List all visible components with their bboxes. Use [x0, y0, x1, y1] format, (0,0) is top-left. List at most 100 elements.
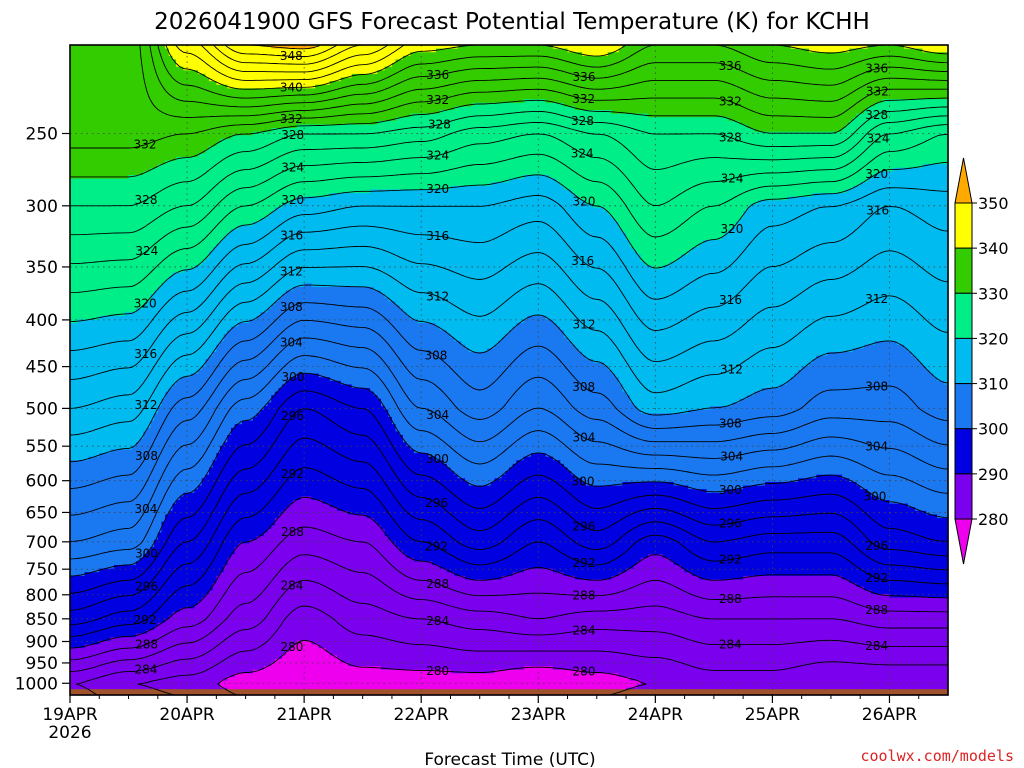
filled-band-cell — [216, 456, 437, 461]
filled-band-cell — [922, 48, 949, 53]
contour-label: 284 — [573, 623, 596, 637]
contour-label: 308 — [280, 300, 303, 314]
filled-band-cell — [863, 344, 905, 349]
filled-band-cell — [395, 543, 949, 548]
filled-band-cell — [70, 583, 214, 588]
y-tick-label: 850 — [26, 610, 58, 630]
filled-band-cell — [611, 110, 865, 115]
filled-band-cell — [70, 243, 217, 248]
filled-band-cell — [168, 388, 280, 393]
contour-label: 304 — [134, 502, 157, 516]
filled-band-cell — [779, 384, 949, 389]
filled-band-cell — [70, 435, 144, 440]
filled-band-cell — [219, 341, 463, 346]
filled-band-cell — [263, 406, 386, 411]
contour-label: 320 — [426, 182, 449, 196]
filled-band-cell — [867, 489, 949, 494]
filled-band-cell — [99, 640, 298, 646]
filled-band-cell — [70, 586, 214, 591]
filled-band-cell — [673, 481, 766, 487]
filled-band-cell — [70, 196, 298, 201]
filled-band-cell — [168, 48, 437, 53]
filled-band-cell — [70, 409, 159, 414]
filled-band-cell — [209, 254, 642, 259]
filled-band-cell — [849, 579, 949, 584]
filled-band-cell — [867, 106, 949, 111]
contour-label: 316 — [719, 293, 742, 307]
filled-band-cell — [271, 395, 378, 400]
contour-label: 300 — [719, 483, 742, 497]
filled-band-cell — [640, 557, 671, 562]
filled-band-cell — [70, 240, 221, 245]
filled-band-cell — [70, 200, 291, 205]
filled-band-cell — [249, 319, 419, 324]
filled-band-cell — [904, 45, 949, 50]
filled-band-cell — [582, 669, 949, 674]
filled-band-cell — [70, 608, 181, 613]
filled-band-cell — [70, 514, 166, 519]
filled-band-cell — [70, 250, 210, 256]
filled-band-cell — [212, 586, 865, 591]
filled-band-cell — [70, 254, 210, 259]
filled-band-cell — [216, 344, 466, 349]
filled-band-cell — [70, 427, 148, 432]
contour-label: 308 — [135, 449, 158, 463]
filled-band-cell — [219, 240, 631, 245]
filled-band-cell — [757, 200, 949, 205]
chart-title: 2026041900 GFS Forecast Potential Temper… — [154, 9, 870, 35]
filled-band-cell — [176, 156, 949, 162]
filled-band-cell — [205, 593, 891, 599]
filled-band-cell — [552, 456, 949, 461]
contour-label: 300 — [863, 489, 886, 503]
filled-band-cell — [70, 380, 177, 386]
filled-band-cell — [70, 431, 144, 436]
filled-band-cell — [611, 214, 744, 219]
filled-band-cell — [241, 420, 393, 425]
filled-band-cell — [70, 626, 155, 631]
filled-band-cell — [223, 337, 455, 342]
filled-band-cell — [435, 456, 525, 461]
filled-band-cell — [70, 171, 144, 176]
filled-band-cell — [754, 128, 843, 133]
filled-band-cell — [234, 424, 397, 429]
contour-line-332K — [70, 88, 948, 149]
colorbar-band — [954, 337, 973, 385]
filled-band-cell — [296, 373, 320, 378]
filled-band-cell — [70, 453, 100, 458]
filled-band-cell — [165, 395, 272, 400]
filled-band-cell — [582, 478, 799, 483]
filled-band-cell — [439, 565, 634, 570]
filled-band-cell — [161, 283, 305, 288]
filled-band-cell — [545, 99, 883, 104]
filled-band-cell — [227, 676, 631, 682]
contour-line-302K — [69, 355, 949, 560]
contour-line-306K — [69, 319, 949, 516]
filled-band-cell — [70, 507, 174, 512]
filled-band-cell — [289, 377, 331, 382]
filled-band-cell — [70, 232, 228, 237]
colorbar-label: 320 — [978, 329, 1009, 348]
filled-band-cell — [70, 532, 159, 537]
contour-label: 304 — [426, 408, 449, 422]
filled-band-cell — [70, 276, 170, 281]
contour-label: 288 — [865, 603, 888, 617]
contour-label: 320 — [134, 296, 157, 310]
colorbar-band — [954, 292, 973, 339]
filled-band-cell — [172, 507, 287, 512]
filled-band-cell — [787, 196, 949, 201]
filled-band-cell — [70, 471, 210, 476]
filled-band-cell — [209, 146, 949, 151]
filled-band-cell — [70, 268, 185, 274]
filled-band-cell — [512, 463, 565, 469]
contour-line-330K — [70, 97, 948, 178]
contour-label: 280 — [426, 664, 449, 678]
filled-band-cell — [278, 388, 371, 393]
filled-band-cell — [622, 481, 675, 487]
filled-band-cell — [743, 214, 949, 219]
contour-label: 328 — [719, 131, 742, 145]
filled-band-cell — [70, 673, 236, 678]
contour-label: 288 — [135, 637, 158, 651]
filled-band-cell — [311, 496, 880, 501]
filled-band-cell — [219, 684, 638, 689]
filled-band-cell — [911, 351, 949, 357]
